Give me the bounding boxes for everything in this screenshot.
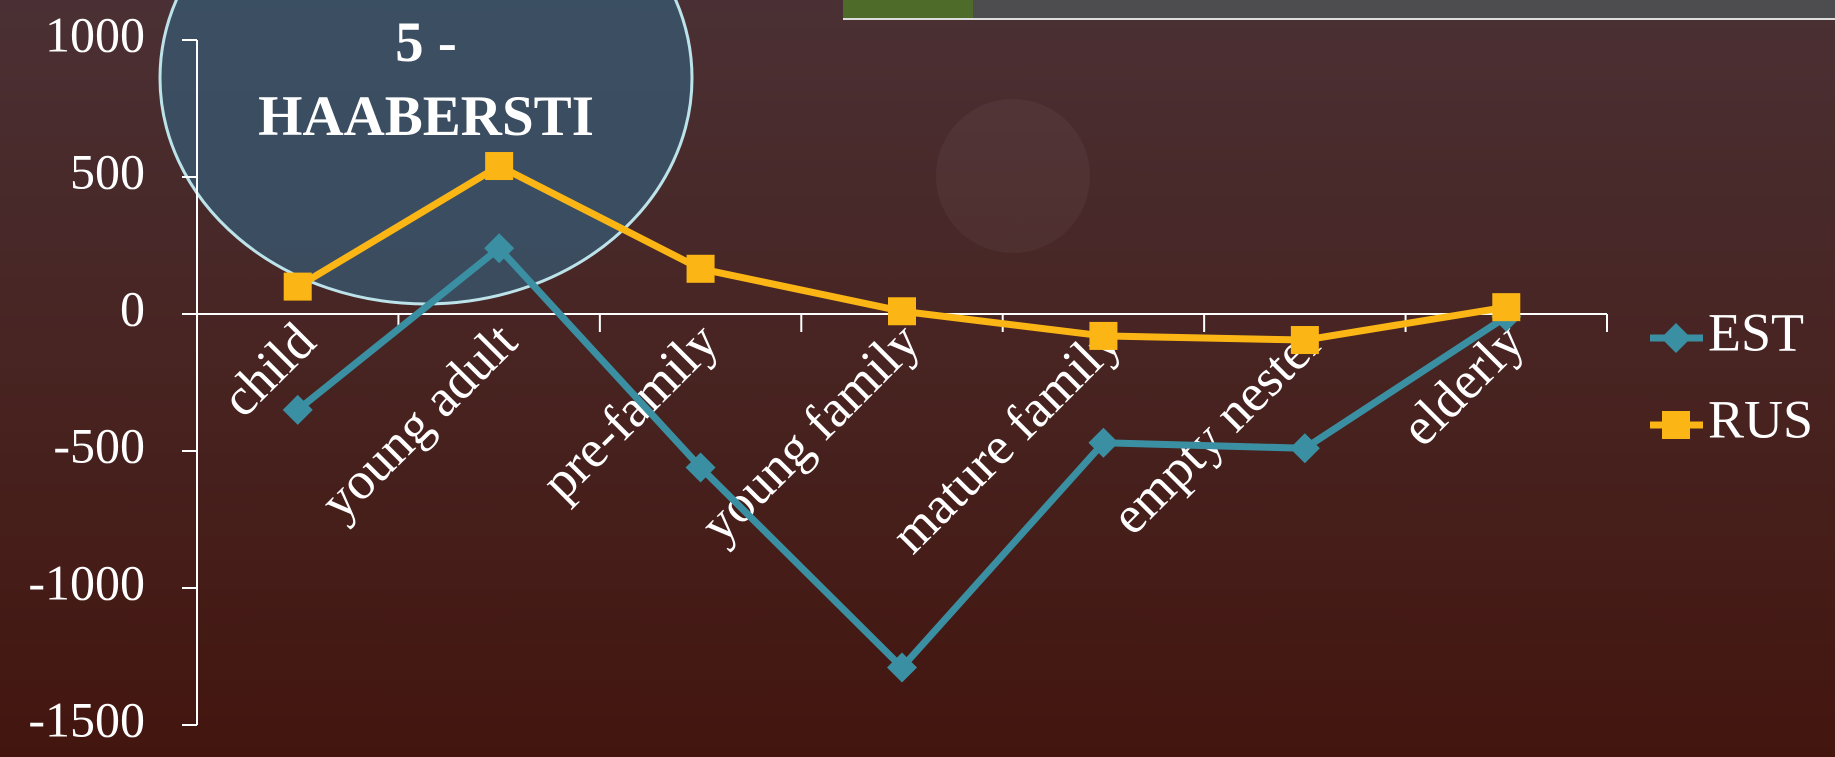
legend-marker [1661,323,1691,353]
point [485,152,514,181]
point [283,272,312,301]
legend-marker [1662,411,1690,439]
y-tick-label: -1000 [28,554,145,610]
point [1492,293,1521,322]
y-tick-label: -1500 [28,691,145,747]
point [484,233,515,264]
point [887,652,917,683]
y-tick-label: 0 [120,280,145,336]
decor-circle [936,99,1090,253]
point [1088,427,1119,458]
point [686,254,715,283]
photo-grass [843,0,973,19]
y-tick-label: 500 [70,143,145,199]
point [1089,321,1118,350]
y-tick-label: 1000 [45,6,145,62]
x-tick-label: young adult [309,312,528,531]
point [685,452,716,483]
point [1290,326,1319,355]
photo [843,0,1835,19]
chart-title: 5 - HAABERSTI [258,11,594,148]
legend-label: EST [1708,302,1804,362]
point [1289,433,1320,464]
y-tick-label: -500 [53,417,145,473]
x-tick-label: elderly [1390,312,1535,457]
legend-label: RUS [1708,389,1813,449]
point [282,394,313,425]
point [888,297,916,326]
